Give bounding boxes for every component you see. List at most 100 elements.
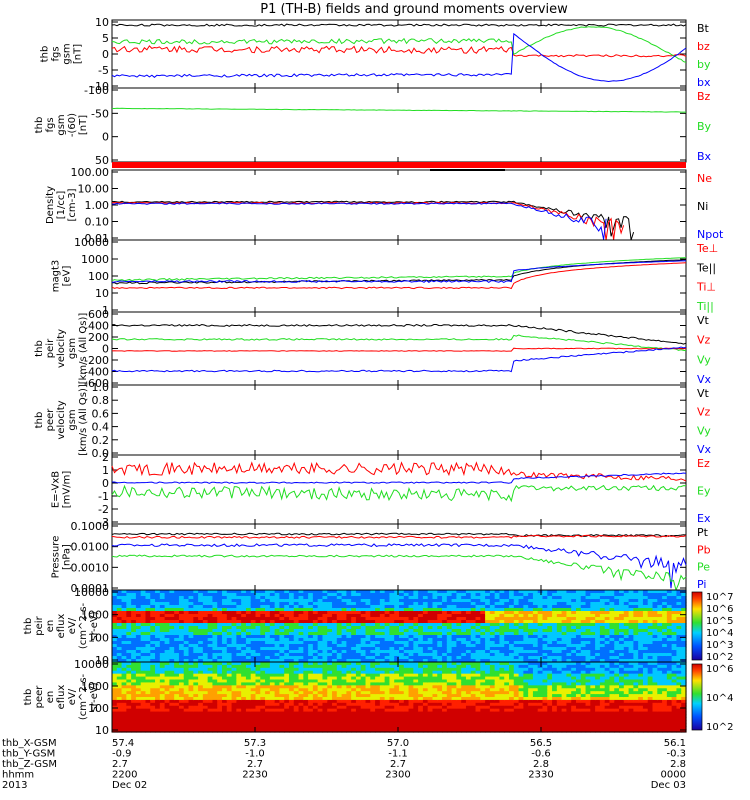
spectrogram-cell — [231, 611, 237, 615]
spectrogram-cell — [322, 593, 328, 597]
spectrogram-cell — [217, 611, 223, 615]
spectrogram-cell — [250, 697, 257, 701]
spectrogram-cell — [112, 593, 118, 597]
spectrogram-cell — [485, 608, 491, 612]
spectrogram-cell — [422, 629, 429, 633]
spectrogram-cell — [355, 614, 362, 618]
spectrogram-cell — [399, 697, 405, 701]
spectrogram-cell — [241, 670, 247, 675]
spectrogram-cell — [590, 611, 596, 615]
spectrogram-cell — [241, 679, 247, 684]
spectrogram-cell — [178, 644, 185, 648]
spectrogram-cell — [614, 659, 620, 663]
spectrogram-cell — [399, 662, 405, 666]
spectrogram-cell — [528, 593, 534, 597]
spectrogram-cell — [451, 623, 457, 627]
spectrogram-cell — [303, 662, 309, 666]
spectrogram-cell — [623, 602, 630, 606]
spectrogram-cell — [207, 697, 214, 701]
spectrogram-cell — [308, 694, 314, 698]
spectrogram-cell — [169, 608, 175, 612]
spectrogram-cell — [552, 644, 558, 648]
spectrogram-cell — [470, 593, 477, 597]
spectrogram-cell — [355, 708, 362, 713]
spectrogram-cell — [250, 638, 257, 642]
spectrogram-cell — [599, 647, 606, 651]
spectrogram-cell — [394, 647, 400, 651]
spectrogram-cell — [528, 644, 534, 648]
spectrogram-cell — [193, 702, 199, 707]
spectrogram-cell — [475, 638, 481, 642]
spectrogram-cell — [260, 599, 266, 603]
spectrogram-cell — [446, 664, 453, 669]
spectrogram-cell — [245, 656, 252, 660]
legend-entry: Ti|| — [696, 300, 714, 313]
spectrogram-cell — [475, 599, 481, 603]
spectrogram-cell — [298, 602, 304, 606]
spectrogram-cell — [542, 641, 548, 645]
colorbar-label: 10^2 — [706, 652, 733, 663]
spectrogram-cell — [403, 723, 410, 727]
spectrogram-cell — [638, 632, 644, 636]
spectrogram-cell — [394, 685, 400, 689]
spectrogram-cell — [422, 699, 429, 704]
spectrogram-cell — [317, 682, 324, 686]
spectrogram-cell — [485, 626, 491, 630]
spectrogram-cell — [437, 620, 443, 624]
spectrogram-cell — [336, 670, 343, 675]
spectrogram-cell — [427, 599, 434, 603]
spectrogram-cell — [169, 620, 175, 624]
spectrogram-cell — [662, 629, 668, 633]
spectrogram-cell — [418, 623, 424, 627]
spectrogram-cell — [379, 635, 386, 639]
spectrogram-cell — [217, 691, 223, 695]
y-tick-label: 1.0 — [92, 381, 110, 394]
spectrogram-cell — [513, 620, 520, 624]
spectrogram-cell — [518, 608, 524, 612]
spectrogram-cell — [135, 726, 142, 730]
spectrogram-cell — [614, 620, 620, 624]
spectrogram-cell — [202, 699, 209, 704]
spectrogram-cell — [360, 593, 367, 597]
spectrogram-cell — [590, 650, 596, 654]
spectrogram-cell — [427, 611, 434, 615]
spectrogram-cell — [375, 653, 381, 657]
spectrogram-cell — [231, 605, 237, 609]
spectrogram-cell — [169, 723, 175, 727]
y-tick-label: 50 — [95, 154, 109, 167]
spectrogram-cell — [379, 653, 386, 657]
spectrogram-cell — [155, 702, 161, 707]
spectrogram-cell — [265, 656, 271, 660]
spectrogram-cell — [140, 620, 147, 624]
spectrogram-cell — [676, 617, 682, 621]
spectrogram-cell — [255, 632, 261, 636]
spectrogram-cell — [604, 611, 611, 615]
spectrogram-cell — [384, 729, 391, 733]
spectrogram-cell — [159, 697, 166, 701]
spectrogram-cell — [169, 673, 175, 678]
spectrogram-cell — [279, 714, 285, 719]
spectrogram-cell — [135, 659, 142, 663]
spectrogram-cell — [174, 641, 180, 645]
spectrogram-cell — [571, 611, 577, 615]
spectrogram-cell — [427, 723, 434, 727]
spectrogram-cell — [332, 617, 338, 621]
spectrogram-cell — [375, 629, 381, 633]
spectrogram-cell — [245, 611, 252, 615]
spectrogram-cell — [485, 635, 491, 639]
spectrogram-cell — [178, 659, 185, 663]
spectrogram-cell — [351, 647, 357, 651]
spectrogram-cell — [269, 593, 276, 597]
spectrogram-cell — [413, 705, 419, 710]
spectrogram-cell — [346, 705, 352, 710]
spectrogram-cell — [241, 694, 247, 698]
spectrogram-cell — [427, 617, 434, 621]
spectrogram-cell — [198, 699, 204, 704]
spectrogram-cell — [183, 602, 190, 606]
spectrogram-cell — [269, 653, 276, 657]
spectrogram-cell — [222, 641, 228, 645]
spectrogram-cell — [437, 605, 443, 609]
spectrogram-cell — [341, 688, 347, 692]
spectrogram-cell — [193, 596, 199, 600]
spectrogram-cell — [499, 659, 505, 663]
